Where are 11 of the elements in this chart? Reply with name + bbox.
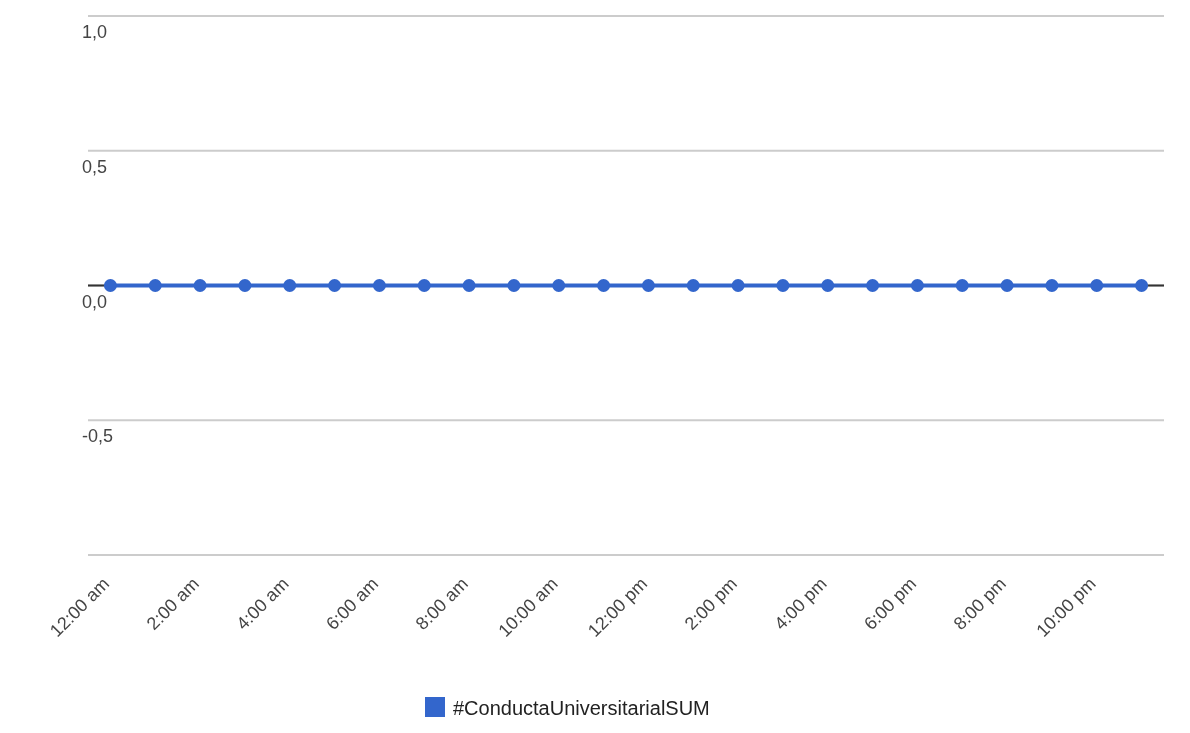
x-tick-label: 4:00 pm bbox=[770, 573, 831, 634]
x-tick-label: 8:00 pm bbox=[949, 573, 1010, 634]
x-tick-label: 8:00 am bbox=[411, 573, 472, 634]
legend-label: #ConductaUniversitarialSUM bbox=[453, 697, 710, 719]
y-tick-label: 1,0 bbox=[82, 22, 108, 42]
x-tick-label: 4:00 am bbox=[232, 573, 293, 634]
y-tick-label: 0,5 bbox=[82, 156, 108, 177]
x-tick-label: 6:00 am bbox=[322, 573, 383, 634]
y-tick-label: -0,5 bbox=[82, 426, 114, 447]
y-tick-label: 0,0 bbox=[82, 291, 108, 312]
x-tick-label: 6:00 pm bbox=[860, 573, 921, 634]
